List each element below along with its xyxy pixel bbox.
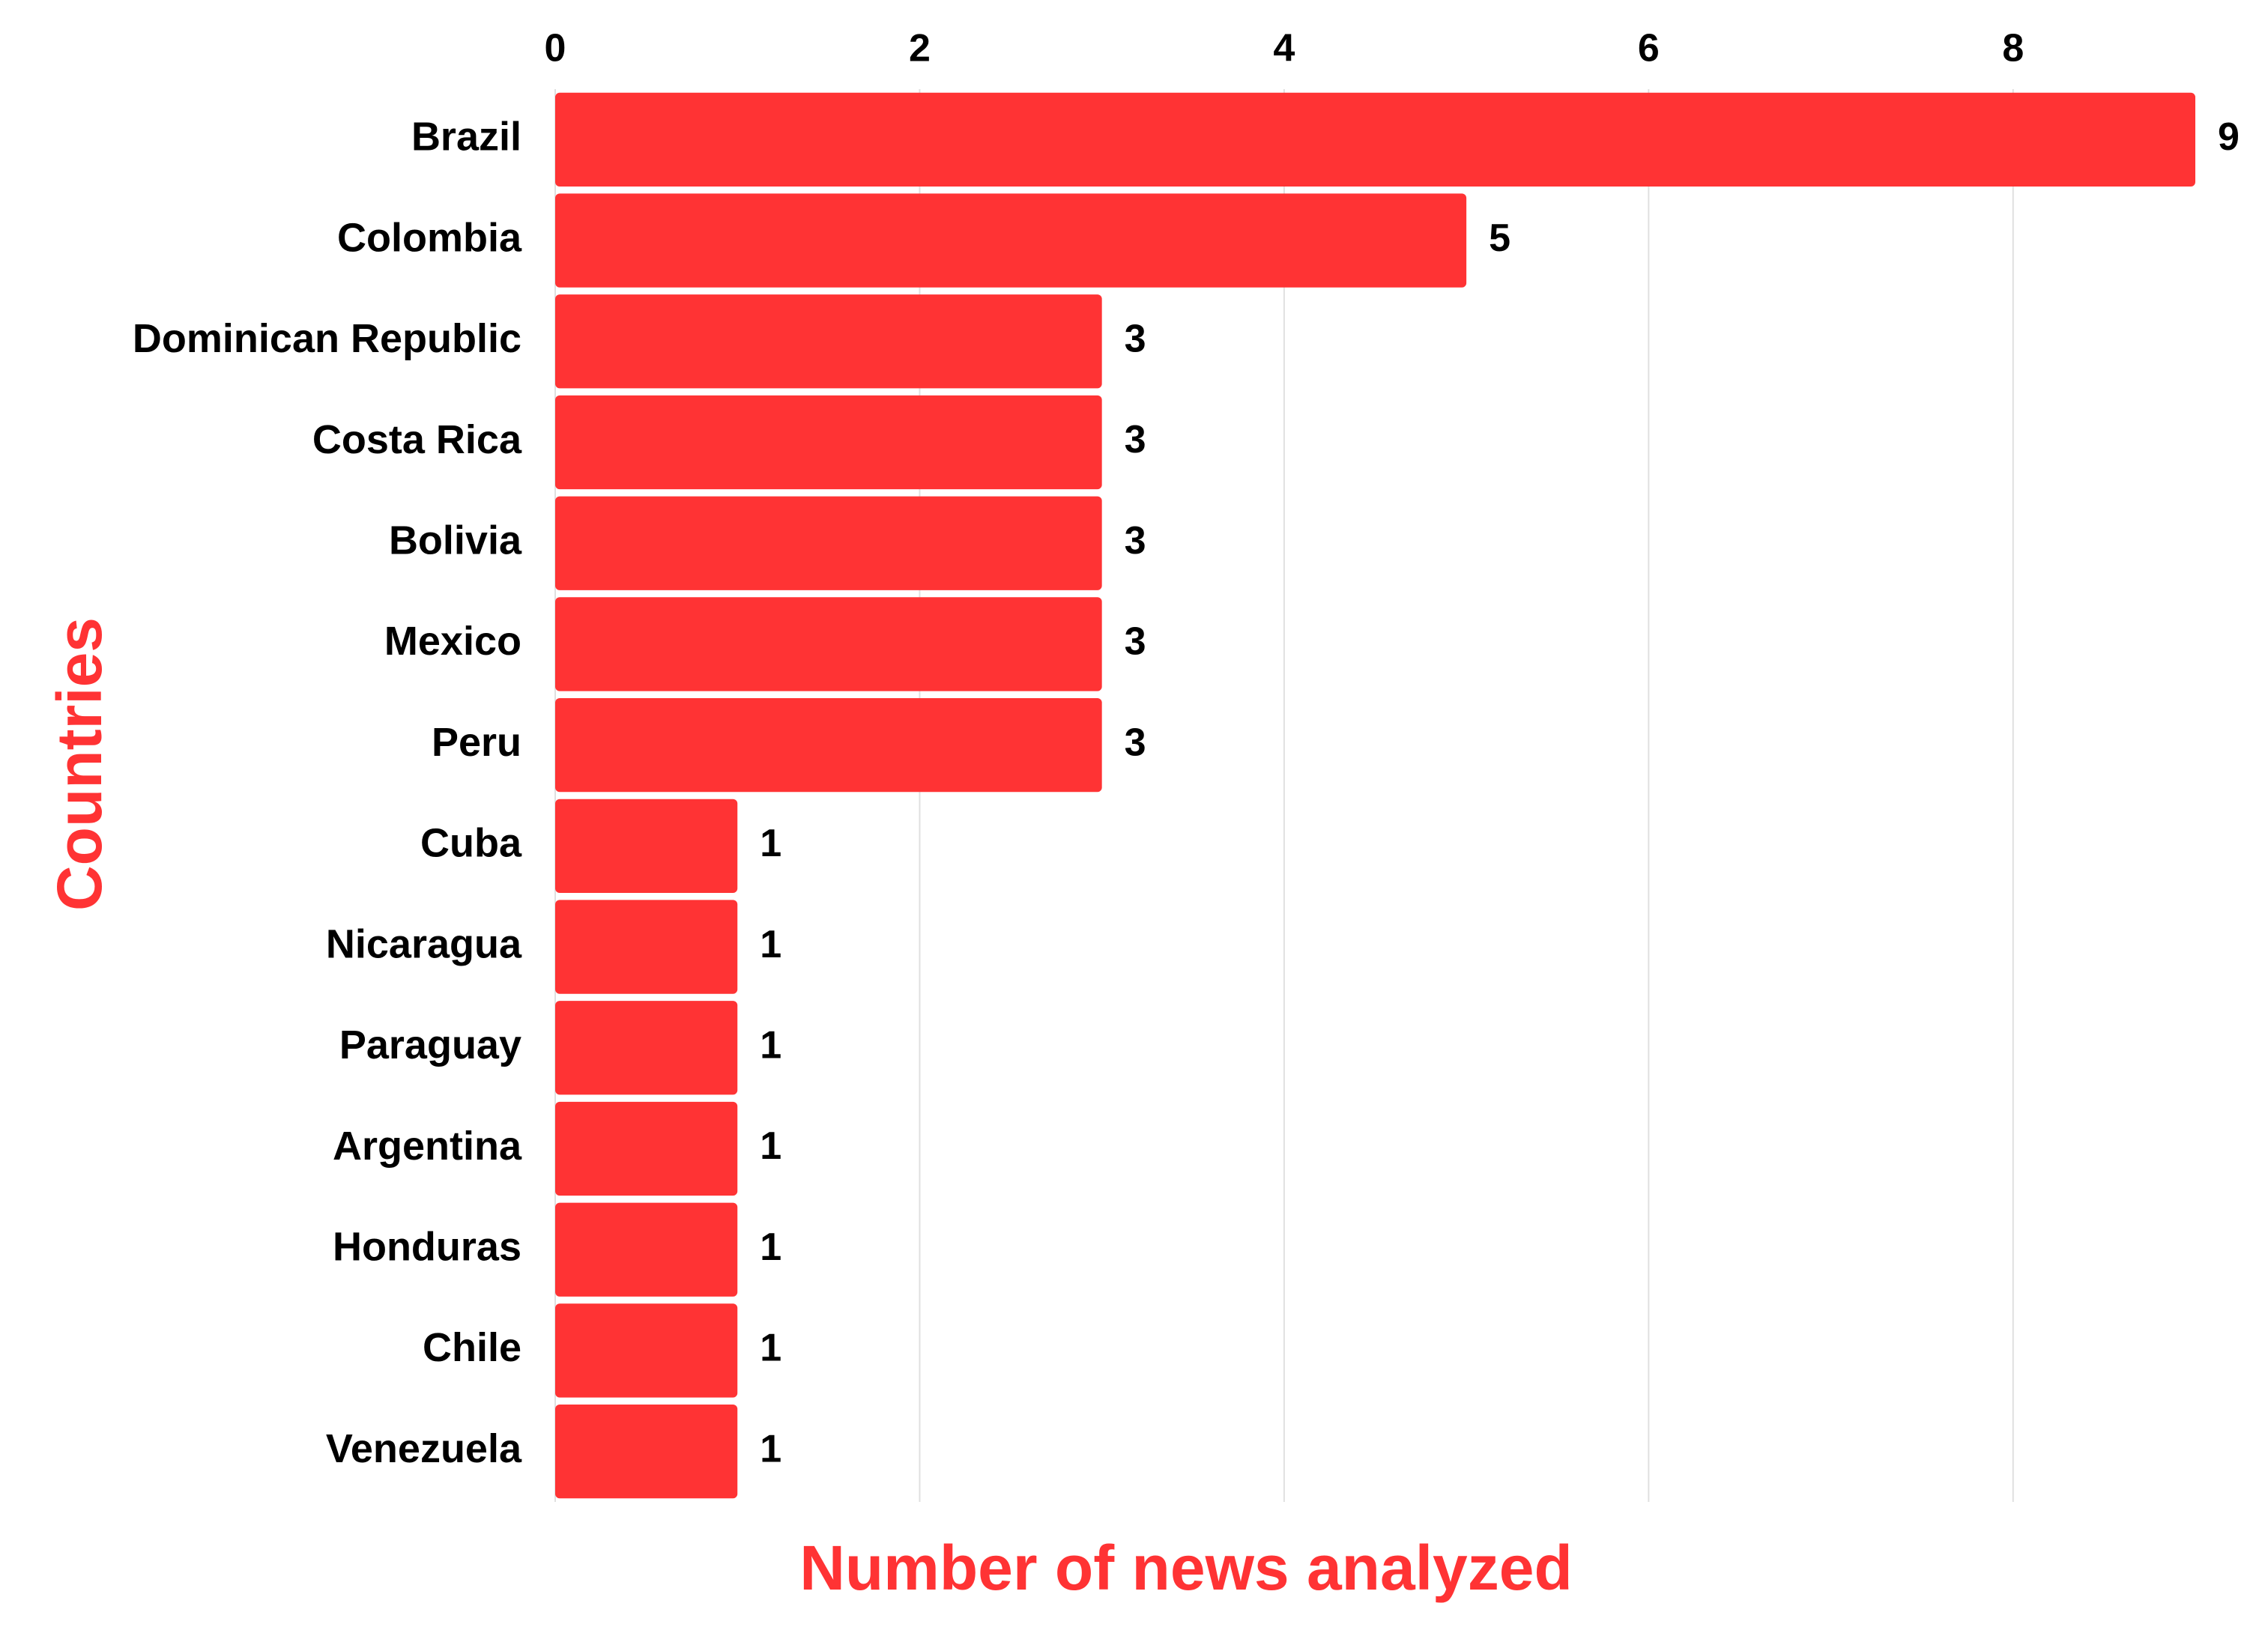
value-label: 9 <box>2218 115 2240 159</box>
y-axis-title: Countries <box>44 617 115 911</box>
bar <box>555 1101 738 1196</box>
bar <box>555 1303 738 1398</box>
bar <box>555 900 738 994</box>
x-tick-label: 2 <box>909 27 931 70</box>
y-tick-label: Dominican Republic <box>133 316 521 361</box>
bar <box>555 1405 738 1499</box>
y-tick-label: Colombia <box>337 215 522 260</box>
value-label: 3 <box>1125 519 1146 563</box>
x-tick-label: 0 <box>545 27 566 70</box>
value-label: 1 <box>760 923 781 966</box>
x-tick-label: 8 <box>2002 27 2024 70</box>
value-label: 1 <box>760 1226 781 1269</box>
y-tick-label: Costa Rica <box>312 417 522 462</box>
value-label: 1 <box>760 1327 781 1370</box>
bar <box>555 698 1102 793</box>
x-tick-label: 4 <box>1273 27 1295 70</box>
value-label: 3 <box>1125 620 1146 664</box>
bar <box>555 799 738 893</box>
value-label: 1 <box>760 822 781 865</box>
value-label: 1 <box>760 1024 781 1067</box>
y-tick-label: Paraguay <box>339 1023 521 1067</box>
bar <box>555 395 1102 490</box>
value-label: 1 <box>760 1427 781 1470</box>
x-tick-label: 6 <box>1638 27 1660 70</box>
bar <box>555 1001 738 1095</box>
bar <box>555 193 1467 288</box>
value-label: 1 <box>760 1124 781 1168</box>
y-tick-label: Nicaragua <box>326 921 522 966</box>
bar <box>555 294 1102 389</box>
y-tick-label: Cuba <box>420 821 522 866</box>
bar <box>555 92 2195 187</box>
y-tick-label: Peru <box>432 720 521 765</box>
bar <box>555 1202 738 1297</box>
y-tick-label: Bolivia <box>389 518 522 563</box>
y-tick-label: Argentina <box>333 1124 522 1169</box>
bar <box>555 496 1102 590</box>
value-label: 5 <box>1489 216 1511 260</box>
y-tick-label: Honduras <box>333 1224 521 1269</box>
y-tick-label: Chile <box>423 1325 521 1370</box>
y-tick-label: Venezuela <box>326 1426 522 1471</box>
value-label: 3 <box>1125 721 1146 764</box>
value-label: 3 <box>1125 418 1146 461</box>
bar <box>555 597 1102 691</box>
value-label: 3 <box>1125 318 1146 361</box>
y-tick-label: Mexico <box>384 619 521 664</box>
x-axis-title: Number of news analyzed <box>799 1533 1573 1603</box>
y-tick-label: Brazil <box>411 115 521 160</box>
